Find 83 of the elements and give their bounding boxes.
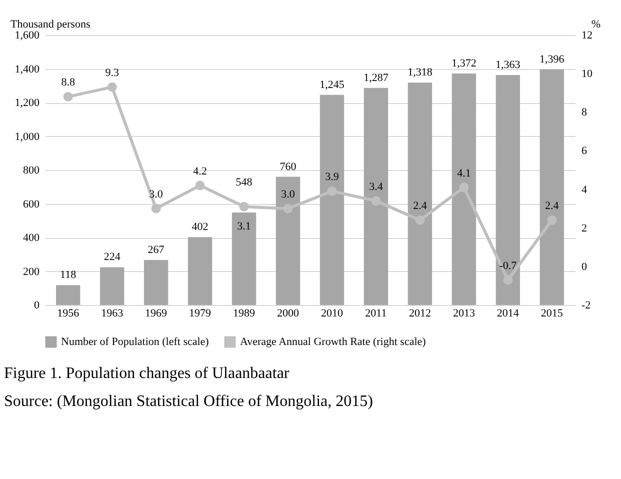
bar — [496, 74, 520, 305]
bar — [100, 267, 124, 305]
y-tick-label: 400 — [23, 232, 40, 244]
caption: Figure 1. Population changes of Ulaanbaatar — [4, 365, 290, 383]
y-tick-label: 600 — [23, 198, 40, 210]
data-label: 1,372 — [452, 57, 476, 70]
data-label: 1,245 — [320, 78, 345, 91]
data-label: 760 — [280, 160, 297, 173]
x-tick-label: 2014 — [496, 308, 520, 320]
data-label: 3.9 — [325, 171, 340, 184]
point — [503, 275, 513, 285]
y2-tick-label: 0 — [582, 260, 588, 273]
bar — [276, 176, 300, 305]
bar — [188, 237, 212, 305]
legend-label: Number of Population (left scale) — [61, 336, 210, 348]
bar — [320, 94, 344, 305]
data-label: 1,363 — [496, 58, 521, 71]
data-label: 4.1 — [457, 167, 471, 180]
y-axis-title: Thousand persons — [10, 18, 90, 30]
point — [459, 182, 469, 192]
point — [195, 180, 205, 190]
y-tick-label: 1,000 — [14, 130, 40, 143]
data-label: 2.4 — [545, 200, 560, 212]
data-label: 3.4 — [369, 180, 384, 193]
x-tick-label: 2012 — [408, 308, 431, 320]
data-label: 1,318 — [408, 66, 433, 79]
y-tick-label: 1,400 — [14, 63, 40, 76]
y2-tick-label: 12 — [582, 30, 592, 42]
y-tick-label: 200 — [23, 266, 40, 278]
point — [239, 202, 249, 212]
y-tick-label: 0 — [34, 300, 40, 312]
x-tick-label: 2011 — [365, 308, 387, 320]
data-label: 402 — [192, 221, 208, 234]
point — [107, 82, 117, 92]
point — [415, 215, 425, 225]
x-tick-label: 2013 — [452, 308, 476, 320]
data-label: 548 — [236, 176, 253, 189]
x-tick-label: 2015 — [540, 308, 564, 320]
x-tick-label: 1963 — [101, 308, 124, 320]
data-label: 2.4 — [413, 200, 428, 212]
data-label: 3.1 — [237, 220, 251, 233]
y-tick-label: 800 — [23, 164, 40, 176]
bar — [540, 69, 564, 305]
data-label: 3.0 — [149, 188, 164, 201]
data-label: 1,396 — [540, 53, 565, 66]
x-tick-label: 1969 — [145, 308, 168, 320]
data-label: 9.3 — [105, 67, 120, 80]
legend-label: Average Annual Growth Rate (right scale) — [240, 336, 426, 348]
bar — [144, 260, 168, 305]
x-tick-label: 1979 — [189, 308, 212, 320]
data-label: 8.8 — [61, 76, 76, 89]
y2-axis-title: % — [591, 18, 600, 30]
x-tick-label: 1956 — [57, 308, 80, 320]
y-tick-label: 1,600 — [14, 30, 40, 42]
y2-tick-label: -2 — [582, 300, 591, 312]
y2-tick-label: 10 — [582, 68, 593, 80]
bar — [408, 82, 432, 305]
point — [151, 204, 161, 214]
source-note: Source: (Mongolian Statistical Office of Mongolia, 2015) — [4, 393, 374, 411]
bar — [452, 73, 476, 305]
y2-tick-label: 8 — [582, 106, 588, 119]
data-label: -0.7 — [499, 260, 518, 272]
bar — [232, 212, 256, 305]
bar — [364, 88, 388, 305]
data-label: 267 — [148, 244, 165, 256]
point — [283, 204, 293, 214]
data-label: 118 — [60, 269, 77, 282]
y2-tick-label: 6 — [582, 145, 588, 158]
x-tick-label: 2000 — [277, 308, 300, 320]
point — [63, 92, 73, 102]
bar — [56, 285, 80, 305]
data-label: 224 — [104, 251, 121, 264]
x-tick-label: 2010 — [320, 308, 344, 320]
x-tick-label: 1989 — [233, 308, 256, 320]
point — [547, 215, 557, 225]
data-label: 1,287 — [364, 72, 389, 84]
y-tick-label: 1,200 — [14, 97, 40, 109]
data-label: 4.2 — [193, 165, 207, 178]
point — [371, 196, 381, 206]
y2-tick-label: 4 — [582, 184, 588, 196]
point — [327, 186, 337, 196]
data-label: 3.0 — [281, 188, 296, 201]
y2-tick-label: 2 — [582, 222, 587, 234]
